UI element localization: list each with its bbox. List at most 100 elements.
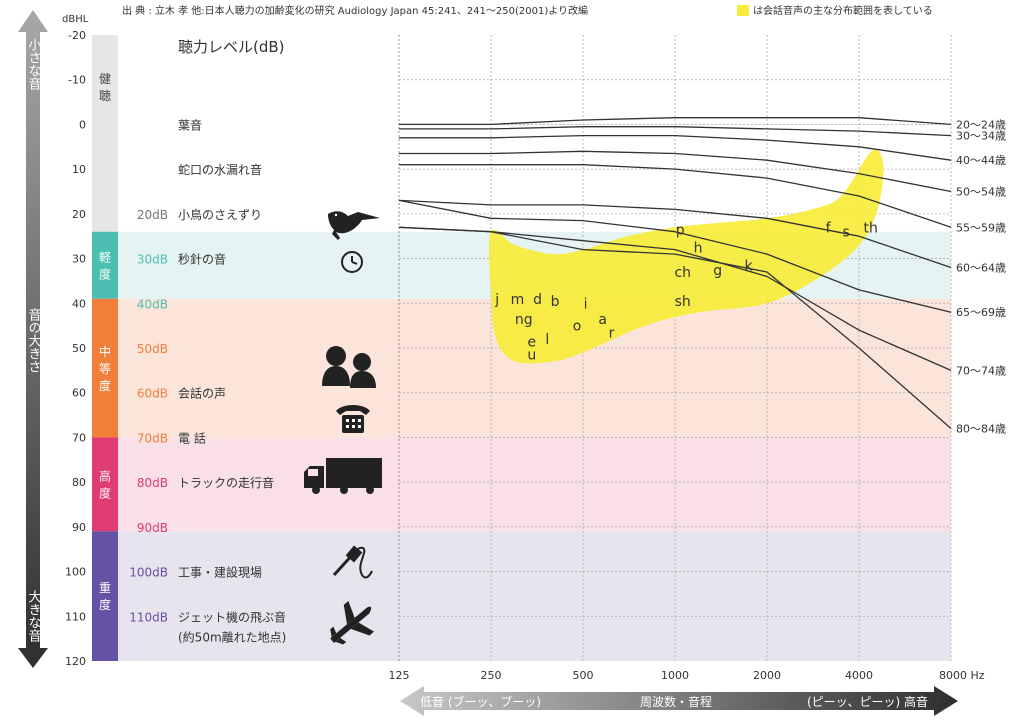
conversation-icon <box>322 346 376 388</box>
loudness-label: 音の大きさ <box>26 307 42 373</box>
band-tab <box>92 35 118 232</box>
sound-example-text: トラックの走行音 <box>178 475 274 490</box>
truck-icon <box>304 458 382 494</box>
loudness-arrow <box>18 10 48 668</box>
phoneme-label: u <box>527 348 536 364</box>
x-tick-label: 250 <box>481 669 502 682</box>
sound-level-db: 30dB <box>137 253 168 267</box>
y-tick-label: 0 <box>79 118 86 131</box>
y-tick-label: 110 <box>65 610 86 623</box>
sound-level-db: 20dB <box>137 208 168 222</box>
phoneme-label: m <box>511 292 525 308</box>
phoneme-label: h <box>694 240 703 256</box>
phoneme-label: f <box>826 220 832 236</box>
sound-level-db: 110dB <box>129 610 168 624</box>
phoneme-label: a <box>598 312 607 328</box>
sound-example-text: 小鳥のさえずり <box>178 207 262 222</box>
phoneme-label: sh <box>675 294 691 310</box>
telephone-icon <box>336 405 370 433</box>
age-curve <box>399 117 952 126</box>
y-tick-label: 120 <box>65 655 86 668</box>
sound-level-db: 80dB <box>137 476 168 490</box>
age-curve <box>399 164 952 228</box>
phoneme-label: th <box>864 220 878 236</box>
sound-example-text: 葉音 <box>178 117 202 132</box>
phoneme-label: b <box>551 294 560 310</box>
y-tick-label: 60 <box>72 387 86 400</box>
y-tick-label: 10 <box>72 163 86 176</box>
y-tick-label: 80 <box>72 476 86 489</box>
x-tick-label: 8000 Hz <box>939 669 985 682</box>
x-tick-label: 4000 <box>845 669 873 682</box>
phoneme-label: ng <box>515 312 533 328</box>
sound-example-text: ジェット機の飛ぶ音 <box>178 609 286 624</box>
age-curve-label: 30～34歳 <box>956 130 1006 143</box>
age-curve-label: 80～84歳 <box>956 422 1006 435</box>
legend-swatch <box>737 5 749 16</box>
age-curve <box>399 134 952 161</box>
band-label-char: 聴 <box>99 89 111 103</box>
age-curve-label: 65～69歳 <box>956 306 1006 319</box>
phoneme-label: s <box>842 225 849 241</box>
legend-note: は会話音声の主な分布範囲を表している <box>753 4 933 17</box>
y-tick-label: 50 <box>72 342 86 355</box>
x-tick-label: 500 <box>573 669 594 682</box>
frequency-arrow <box>400 686 958 716</box>
band-background <box>118 531 951 661</box>
high-pitch-label: (ピーッ、ピーッ) 高音 <box>807 694 928 709</box>
band-label-char: 高 <box>99 468 111 483</box>
phoneme-label: i <box>584 296 588 312</box>
age-curve-label: 60～64歳 <box>956 262 1006 275</box>
phoneme-label: d <box>533 292 542 308</box>
sound-example-text: (約50m離れた地点) <box>178 629 286 644</box>
y-tick-label: 40 <box>72 297 86 310</box>
sound-example-text: 電 話 <box>178 430 206 445</box>
bird-icon <box>328 211 380 240</box>
y-unit-label: dBHL <box>62 14 89 25</box>
axes: -20 -10 0 10 20 30 40 50 60 70 80 90 100 110 120 125 250… <box>65 29 985 682</box>
phoneme-label: r <box>609 325 615 341</box>
age-curve <box>399 126 952 137</box>
sound-level-db: 60dB <box>137 387 168 401</box>
y-tick-label: -10 <box>68 74 86 87</box>
y-tick-label: 20 <box>72 208 86 221</box>
low-pitch-label: 低音 (ブーッ、ブーッ) <box>420 694 541 709</box>
sound-example-text: 蛇口の水漏れ音 <box>178 162 262 177</box>
x-tick-label: 125 <box>389 669 410 682</box>
band-label-char: 度 <box>99 266 111 281</box>
band-tab <box>92 437 118 532</box>
sound-example-text: 工事・建設現場 <box>178 565 262 580</box>
age-curve-label: 55～59歳 <box>956 221 1006 234</box>
phoneme-label: ch <box>674 265 691 281</box>
sound-level-db: 50dB <box>137 342 168 356</box>
y-tick-label: 30 <box>72 253 86 266</box>
y-tick-label: -20 <box>68 29 86 42</box>
airplane-icon <box>330 600 375 645</box>
age-curve-label: 20～24歳 <box>956 118 1006 131</box>
age-curve-label: 70～74歳 <box>956 364 1006 377</box>
band-background <box>118 35 951 232</box>
y-tick-label: 100 <box>65 566 86 579</box>
loudness-quiet-label: 小さな音 <box>26 38 42 90</box>
y-tick-label: 90 <box>72 521 86 534</box>
phoneme-label: k <box>744 258 753 274</box>
sound-example-text: 秒針の音 <box>178 252 226 267</box>
band-label-char: 度 <box>99 485 111 500</box>
band-label-char: 度 <box>99 597 111 612</box>
band-tab <box>92 531 118 661</box>
band-label-char: 重 <box>99 581 111 595</box>
phoneme-label: p <box>676 223 685 239</box>
band-label-char: 健 <box>99 72 111 86</box>
level-title: 聴力レベル(dB) <box>178 38 285 56</box>
sound-level-db: 100dB <box>129 566 168 580</box>
phoneme-label: o <box>573 319 582 335</box>
band-label-char: 軽 <box>99 250 111 264</box>
age-curve <box>399 150 952 193</box>
source-citation: 出 典 : 立木 孝 他:日本人聴力の加齢変化の研究 Audiology Jap… <box>122 4 588 17</box>
phoneme-label: e <box>527 334 536 350</box>
age-curve-label: 50～54歳 <box>956 186 1006 199</box>
band-background <box>118 437 951 532</box>
